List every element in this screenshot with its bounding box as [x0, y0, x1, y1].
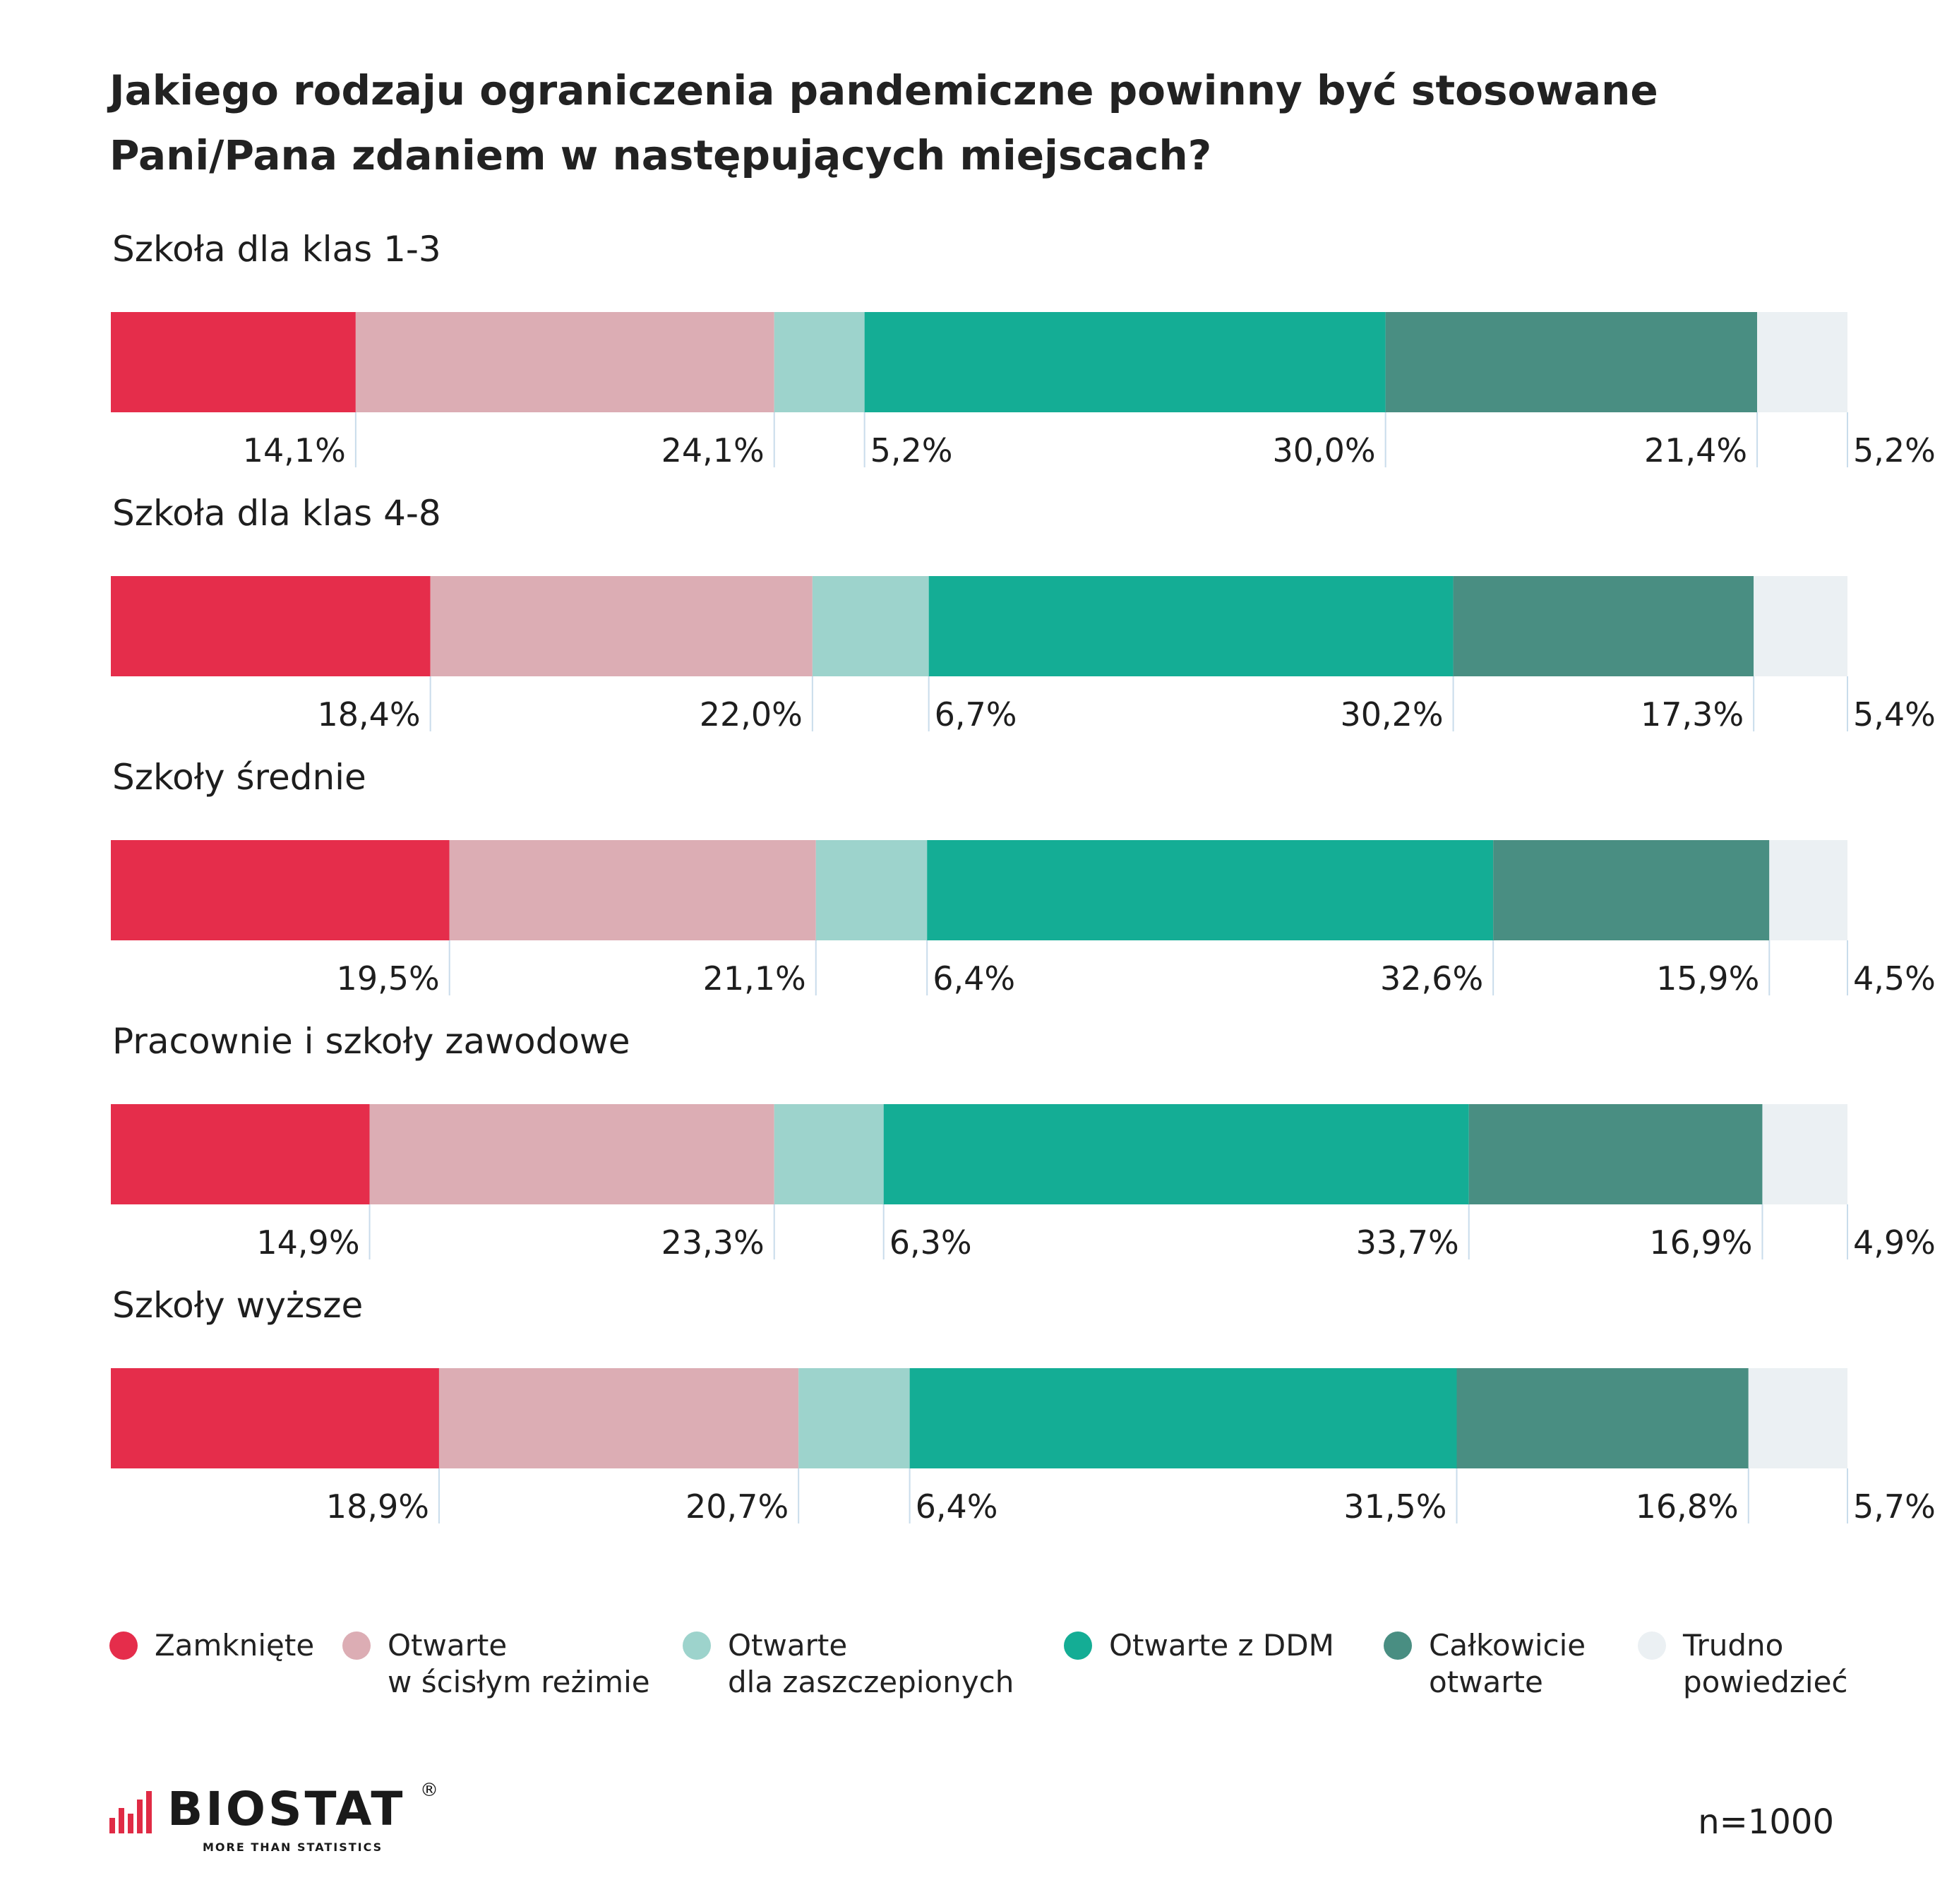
bar-segment	[1769, 840, 1847, 940]
bar-segment	[909, 1368, 1457, 1468]
biostat-logo: BIOSTAT ® MORE THAN STATISTICS	[109, 1780, 448, 1860]
bar-segment	[864, 312, 1386, 412]
bar-segment	[369, 1104, 774, 1204]
legend-swatch-icon	[1064, 1631, 1092, 1660]
bar-segment	[1748, 1368, 1847, 1468]
data-label: 6,4%	[933, 959, 1015, 998]
legend-item: Otwarte dla zaszczepionych	[683, 1627, 1014, 1701]
category-label: Szkoły wyższe	[112, 1285, 363, 1326]
data-label: 21,4%	[1644, 431, 1747, 469]
data-label: 30,0%	[1272, 431, 1375, 469]
bar-segment	[355, 312, 774, 412]
data-label: 20,7%	[685, 1487, 789, 1526]
logo-tagline: MORE THAN STATISTICS	[203, 1840, 383, 1854]
data-label: 33,7%	[1356, 1223, 1459, 1262]
data-label: 21,1%	[703, 959, 806, 998]
data-label: 24,1%	[661, 431, 765, 469]
bar-segment	[438, 1368, 799, 1468]
category-label: Szkoła dla klas 1-3	[112, 229, 441, 270]
bar-segment	[111, 1104, 370, 1204]
legend-label: Całkowicie otwarte	[1429, 1628, 1586, 1699]
category-label: Pracownie i szkoły zawodowe	[112, 1021, 630, 1062]
data-label: 30,2%	[1340, 695, 1443, 734]
data-label: 31,5%	[1343, 1487, 1446, 1526]
legend-swatch-icon	[683, 1631, 711, 1660]
legend-item: Otwarte z DDM	[1064, 1627, 1334, 1664]
chart-title: Jakiego rodzaju ograniczenia pandemiczne…	[109, 66, 1658, 179]
data-label: 6,4%	[916, 1487, 998, 1526]
bar-segment	[883, 1104, 1469, 1204]
legend-label: Zamknięte	[155, 1628, 315, 1663]
bar-segment	[798, 1368, 910, 1468]
legend: Zamknięte Otwarte w ścisłym reżimie Otwarte…	[109, 1627, 1888, 1726]
legend-label: Otwarte w ścisłym reżimie	[388, 1628, 650, 1699]
bar-segment	[1493, 840, 1770, 940]
data-label: 18,9%	[326, 1487, 429, 1526]
data-label: 4,9%	[1853, 1223, 1936, 1262]
data-label: 32,6%	[1380, 959, 1483, 998]
data-label: 5,7%	[1853, 1487, 1936, 1526]
legend-item: Otwarte w ścisłym reżimie	[342, 1627, 650, 1701]
legend-label: Trudno powiedzieć	[1683, 1628, 1848, 1699]
logo-name: BIOSTAT	[167, 1782, 406, 1836]
data-label: 5,2%	[870, 431, 953, 469]
bar-segment	[927, 840, 1494, 940]
bar-segment	[1468, 1104, 1763, 1204]
bar-segment	[1453, 576, 1754, 676]
bar-segment	[1456, 1368, 1749, 1468]
bar-segment	[812, 576, 929, 676]
bar-segment	[111, 576, 431, 676]
data-label: 15,9%	[1656, 959, 1759, 998]
bar-segment	[1757, 312, 1847, 412]
logo-bars-icon	[109, 1791, 159, 1833]
category-label: Szkoły średnie	[112, 757, 366, 798]
data-label: 17,3%	[1641, 695, 1744, 734]
bar-segment	[111, 840, 450, 940]
data-label: 14,9%	[256, 1223, 359, 1262]
data-label: 6,3%	[889, 1223, 972, 1262]
bar-segment	[430, 576, 813, 676]
data-label: 4,5%	[1853, 959, 1936, 998]
bar-segment	[1385, 312, 1758, 412]
stacked-bar-chart: Szkoła dla klas 1-3 14,1% 24,1% 5,2% 30,0% 21…	[111, 229, 1936, 1526]
bar-segment	[774, 312, 865, 412]
legend-swatch-icon	[1638, 1631, 1666, 1660]
legend-swatch-icon	[109, 1631, 138, 1660]
legend-item: Zamknięte	[109, 1627, 314, 1664]
bar-segment	[1754, 576, 1847, 676]
bar-segment	[1762, 1104, 1847, 1204]
data-label: 16,9%	[1649, 1223, 1752, 1262]
bar-segment	[928, 576, 1454, 676]
legend-item: Trudno powiedzieć	[1638, 1627, 1848, 1701]
bar-segment	[111, 312, 356, 412]
sample-size: n=1000	[1698, 1802, 1834, 1842]
data-label: 18,4%	[317, 695, 420, 734]
data-label: 5,2%	[1853, 431, 1936, 469]
logo-registered-mark: ®	[420, 1780, 438, 1801]
legend-label: Otwarte z DDM	[1109, 1628, 1334, 1663]
data-label: 19,5%	[337, 959, 440, 998]
data-label: 22,0%	[700, 695, 803, 734]
data-label: 6,7%	[935, 695, 1017, 734]
data-label: 16,8%	[1636, 1487, 1739, 1526]
bar-segment	[815, 840, 928, 940]
data-label: 23,3%	[661, 1223, 765, 1262]
data-label: 14,1%	[243, 431, 346, 469]
bar-segment	[111, 1368, 439, 1468]
bar-segment	[449, 840, 816, 940]
legend-swatch-icon	[1384, 1631, 1412, 1660]
legend-item: Całkowicie otwarte	[1384, 1627, 1586, 1701]
category-label: Szkoła dla klas 4-8	[112, 493, 441, 534]
legend-label: Otwarte dla zaszczepionych	[728, 1628, 1014, 1699]
data-label: 5,4%	[1853, 695, 1936, 734]
bar-segment	[774, 1104, 884, 1204]
legend-swatch-icon	[342, 1631, 371, 1660]
